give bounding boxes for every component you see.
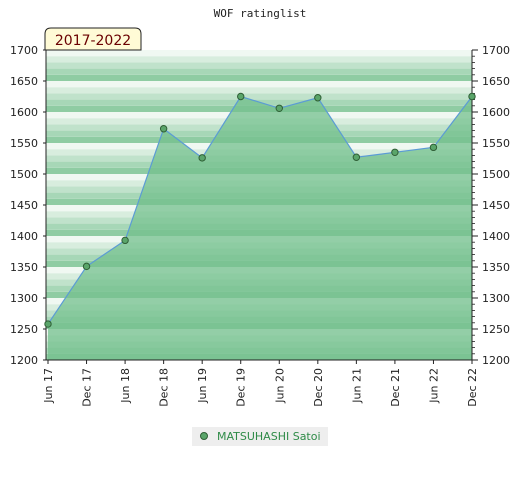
x-tick-label: Jun 22: [427, 368, 440, 404]
x-tick-label: Jun 17: [42, 368, 55, 404]
y-tick-label-right: 1650: [482, 75, 510, 88]
y-tick-label-left: 1550: [10, 137, 38, 150]
y-tick-label-left: 1500: [10, 168, 38, 181]
y-tick-label-right: 1600: [482, 106, 510, 119]
x-tick-label: Dec 22: [466, 368, 479, 407]
y-tick-label-right: 1250: [482, 323, 510, 336]
data-point: [44, 320, 52, 328]
background-band: [46, 56, 472, 63]
period-badge: 2017-2022: [44, 27, 142, 51]
period-badge-label: 2017-2022: [55, 33, 131, 49]
x-tick-label: Dec 20: [312, 368, 325, 407]
y-tick-label-left: 1450: [10, 199, 38, 212]
data-point: [237, 92, 245, 101]
legend-box: [192, 427, 328, 446]
data-point: [275, 104, 283, 112]
background-band: [46, 93, 472, 100]
x-tick-label: Dec 17: [81, 368, 94, 407]
legend-label: MATSUHASHI Satoi: [217, 430, 321, 443]
y-tick-label-left: 1200: [10, 354, 38, 367]
y-tick-label-left: 1400: [10, 230, 38, 243]
background-band: [46, 62, 472, 69]
axes: 1200 1200 1250 1250 1300 1300 1350 1350 1400 1400…: [10, 44, 510, 407]
legend-marker: [200, 432, 208, 440]
data-point: [468, 92, 476, 101]
y-tick-label-right: 1200: [482, 354, 510, 367]
y-tick-label-left: 1600: [10, 106, 38, 119]
y-tick-label-right: 1400: [482, 230, 510, 243]
background-band: [46, 81, 472, 88]
background-band: [46, 74, 472, 81]
y-tick-label-left: 1700: [10, 44, 38, 57]
x-tick-label: Jun 21: [350, 368, 363, 404]
y-tick-label-left: 1250: [10, 323, 38, 336]
y-tick-label-right: 1350: [482, 261, 510, 274]
y-tick-label-left: 1650: [10, 75, 38, 88]
x-tick-label: Jun 19: [196, 368, 209, 404]
x-tick-label: Jun 18: [119, 368, 132, 404]
data-point: [429, 143, 438, 152]
data-point: [82, 262, 91, 271]
data-point: [121, 236, 129, 245]
series-line: [47, 95, 473, 325]
x-tick-label: Dec 18: [158, 368, 171, 407]
x-tick-label: Jun 20: [273, 368, 286, 404]
data-marks: [44, 92, 476, 328]
background-band: [46, 50, 472, 57]
y-tick-label-left: 1300: [10, 292, 38, 305]
data-point: [391, 148, 399, 157]
data-point: [159, 125, 168, 133]
y-tick-label-right: 1500: [482, 168, 510, 181]
data-point: [314, 94, 322, 102]
y-tick-label-right: 1550: [482, 137, 510, 150]
period-badge-box: [44, 27, 142, 51]
background-band: [46, 68, 472, 75]
background-band: [46, 87, 472, 94]
area-layer: [48, 96, 472, 360]
y-tick-label-left: 1350: [10, 261, 38, 274]
x-tick-label: Dec 21: [389, 368, 402, 407]
legend: MATSUHASHI Satoi: [192, 427, 328, 446]
y-tick-label-right: 1300: [482, 292, 510, 305]
series-area: [48, 96, 472, 360]
y-tick-label-right: 1450: [482, 199, 510, 212]
chart-title: WOF ratinglist: [214, 7, 307, 20]
data-point: [352, 153, 361, 161]
data-point: [198, 154, 206, 162]
x-tick-label: Dec 19: [235, 368, 248, 407]
y-tick-label-right: 1700: [482, 44, 510, 57]
